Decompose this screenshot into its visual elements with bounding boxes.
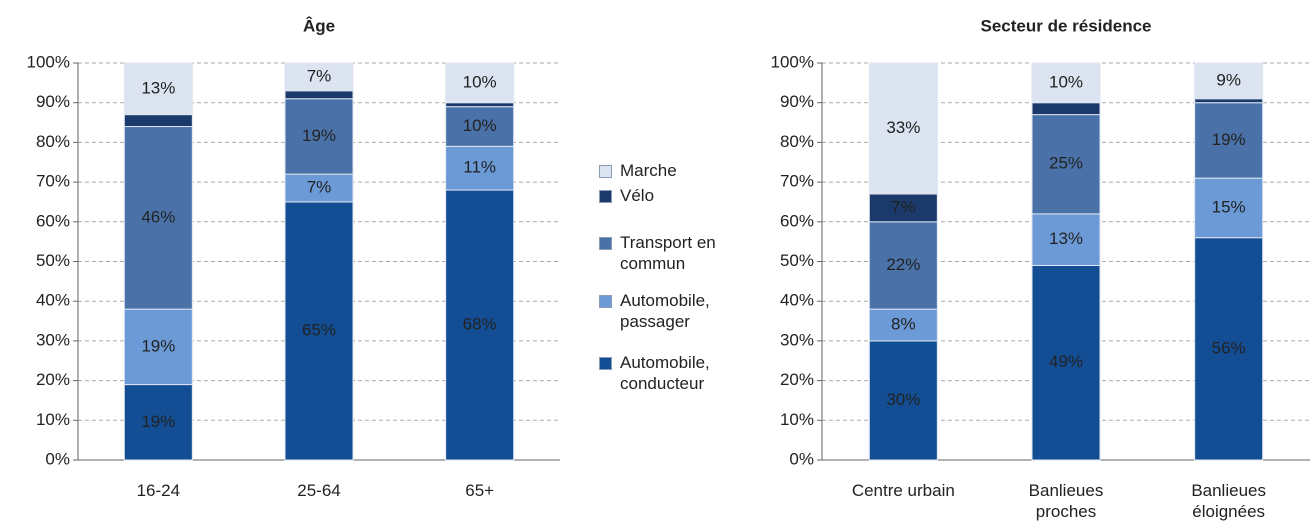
data-label: 13% xyxy=(1049,229,1083,248)
chart-title: Secteur de résidence xyxy=(980,16,1151,35)
bar-segment xyxy=(284,201,354,461)
data-label: 33% xyxy=(886,118,920,137)
legend-label: Transport en commun xyxy=(620,233,716,273)
data-label: 7% xyxy=(307,178,332,197)
legend-swatch xyxy=(599,237,612,250)
legend-label: Marche xyxy=(620,161,677,180)
legend-swatch xyxy=(599,165,612,178)
x-tick-label: 16-24 xyxy=(136,481,181,500)
legend-swatch xyxy=(599,190,612,203)
y-tick-label: 40% xyxy=(36,291,70,310)
bar-segment xyxy=(123,114,193,128)
bar-segment xyxy=(284,173,354,203)
data-label: 65% xyxy=(302,320,336,339)
y-tick-label: 50% xyxy=(780,251,814,270)
bar-segment xyxy=(1031,62,1101,104)
data-label: 56% xyxy=(1212,338,1246,357)
bar-segment xyxy=(284,62,354,92)
bar-segment xyxy=(868,308,938,342)
y-tick-label: 30% xyxy=(36,330,70,349)
data-label: 13% xyxy=(141,78,175,97)
y-tick-label: 90% xyxy=(36,92,70,111)
y-tick-label: 20% xyxy=(780,370,814,389)
y-tick-label: 80% xyxy=(780,132,814,151)
chart-title: Âge xyxy=(303,16,335,35)
bar-segment xyxy=(868,340,938,461)
data-label: 10% xyxy=(463,116,497,135)
y-tick-label: 0% xyxy=(789,449,814,468)
legend-swatch xyxy=(599,295,612,308)
bar-segment xyxy=(445,145,515,191)
data-label: 7% xyxy=(891,197,916,216)
data-label: 7% xyxy=(307,66,332,85)
x-tick-label: 25-64 xyxy=(297,481,341,500)
y-tick-label: 60% xyxy=(780,211,814,230)
data-label: 19% xyxy=(141,412,175,431)
bar-segment xyxy=(1194,62,1264,100)
bar-segment xyxy=(445,102,515,108)
legend-label: Vélo xyxy=(620,186,655,205)
bar-segment xyxy=(1031,102,1101,116)
bar-segment xyxy=(1194,237,1264,461)
bar-segment xyxy=(123,308,193,386)
y-tick-label: 10% xyxy=(780,410,814,429)
y-tick-label: 80% xyxy=(36,132,70,151)
bar-segment xyxy=(445,62,515,104)
y-tick-label: 100% xyxy=(771,52,814,71)
legend-swatch xyxy=(599,357,612,370)
bar-segment xyxy=(123,126,193,310)
data-label: 9% xyxy=(1216,70,1241,89)
data-label: 19% xyxy=(141,336,175,355)
data-label: 15% xyxy=(1212,197,1246,216)
x-tick-label: Banlieues proches xyxy=(1028,481,1104,521)
data-label: 19% xyxy=(1212,130,1246,149)
bar-segment xyxy=(123,62,193,116)
bar-segment xyxy=(445,189,515,461)
y-tick-label: 60% xyxy=(36,211,70,230)
bar-segment xyxy=(1031,213,1101,266)
y-tick-label: 90% xyxy=(780,92,814,111)
data-label: 10% xyxy=(463,72,497,91)
x-tick-label: Centre urbain xyxy=(851,481,955,500)
data-label: 30% xyxy=(886,390,920,409)
bar-segment xyxy=(445,106,515,147)
y-tick-label: 100% xyxy=(27,52,70,71)
bar-segment xyxy=(1031,114,1101,215)
y-tick-label: 0% xyxy=(45,449,70,468)
x-tick-label: Banlieues éloignées xyxy=(1191,481,1266,521)
y-tick-label: 20% xyxy=(36,370,70,389)
data-label: 10% xyxy=(1049,72,1083,91)
data-label: 22% xyxy=(886,255,920,274)
y-tick-label: 40% xyxy=(780,291,814,310)
y-tick-label: 10% xyxy=(36,410,70,429)
y-tick-label: 30% xyxy=(780,330,814,349)
bar-segment xyxy=(868,62,938,195)
y-tick-label: 70% xyxy=(36,172,70,191)
bar-segment xyxy=(1194,177,1264,239)
data-label: 49% xyxy=(1049,352,1083,371)
data-label: 19% xyxy=(302,126,336,145)
bar-segment xyxy=(284,90,354,100)
data-label: 68% xyxy=(463,315,497,334)
data-label: 25% xyxy=(1049,154,1083,173)
legend-label: Automobile, conducteur xyxy=(620,353,710,393)
bar-segment xyxy=(1194,98,1264,104)
x-tick-label: 65+ xyxy=(465,481,495,500)
bar-segment xyxy=(1031,264,1101,461)
bar-segment xyxy=(868,193,938,223)
data-label: 46% xyxy=(141,207,175,226)
data-label: 11% xyxy=(463,158,496,177)
bar-segment xyxy=(868,221,938,310)
data-label: 8% xyxy=(891,315,916,334)
y-tick-label: 50% xyxy=(36,251,70,270)
bar-segment xyxy=(1194,102,1264,179)
legend-label: Automobile, passager xyxy=(620,291,710,331)
y-tick-label: 70% xyxy=(780,172,814,191)
bar-segment xyxy=(284,98,354,175)
